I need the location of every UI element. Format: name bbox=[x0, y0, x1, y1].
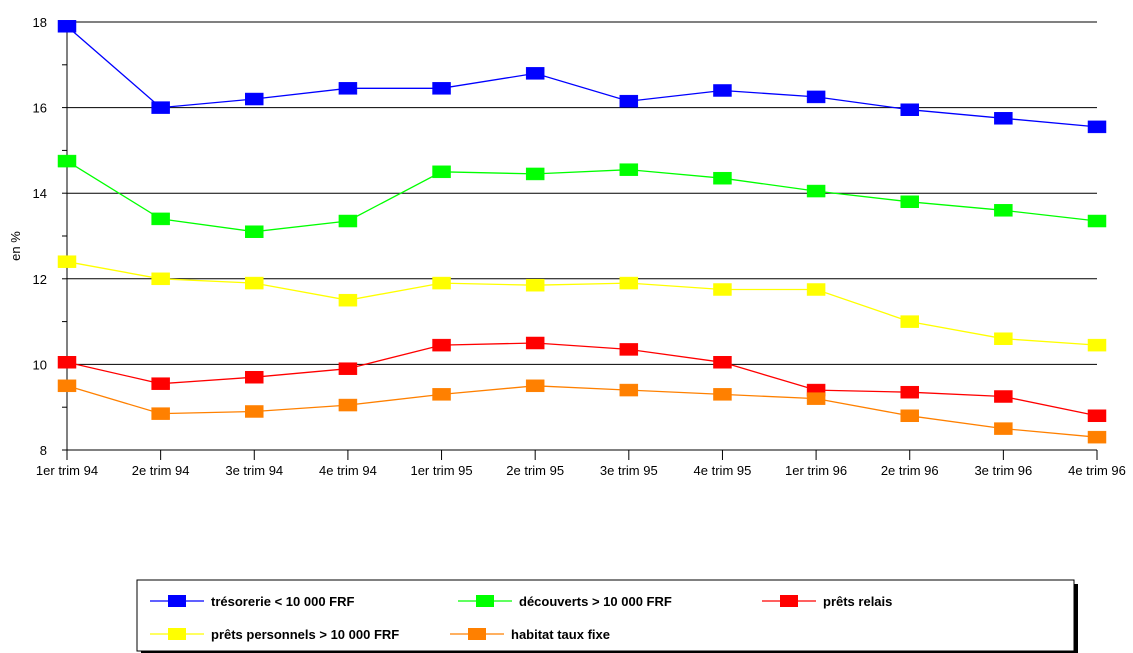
x-tick-label: 3e trim 96 bbox=[974, 463, 1032, 478]
x-tick-label: 3e trim 94 bbox=[225, 463, 283, 478]
data-point bbox=[338, 398, 358, 412]
gridlines bbox=[67, 21, 1097, 451]
data-point bbox=[338, 82, 358, 95]
series-group bbox=[57, 20, 1107, 444]
legend-marker bbox=[476, 595, 494, 607]
x-tick-label: 2e trim 95 bbox=[506, 463, 564, 478]
data-point bbox=[994, 422, 1013, 435]
data-point bbox=[57, 356, 77, 369]
y-tick-label: 14 bbox=[33, 186, 47, 201]
data-point bbox=[994, 204, 1013, 217]
data-point bbox=[619, 343, 639, 356]
y-axis-title: en % bbox=[8, 231, 23, 261]
data-point bbox=[432, 82, 451, 95]
data-point bbox=[151, 407, 170, 420]
data-point bbox=[57, 154, 77, 168]
x-tick-label: 3e trim 95 bbox=[600, 463, 658, 478]
data-point bbox=[900, 315, 919, 328]
data-point bbox=[338, 293, 358, 307]
data-point bbox=[1087, 338, 1107, 352]
data-point bbox=[432, 276, 451, 290]
data-point bbox=[619, 383, 639, 397]
data-point bbox=[525, 379, 545, 393]
data-point bbox=[713, 283, 732, 296]
x-tick-label: 1er trim 96 bbox=[785, 463, 847, 478]
x-tick-label: 4e trim 94 bbox=[319, 463, 377, 478]
data-point bbox=[1087, 430, 1107, 444]
data-point bbox=[713, 388, 732, 401]
data-point bbox=[806, 283, 826, 296]
legend-label: prêts relais bbox=[823, 594, 892, 609]
legend-marker bbox=[168, 628, 186, 640]
data-point bbox=[1087, 120, 1107, 134]
data-point bbox=[245, 92, 264, 106]
y-tick-label: 10 bbox=[33, 357, 47, 372]
data-point bbox=[806, 392, 826, 405]
data-point bbox=[713, 84, 732, 97]
legend-label: prêts personnels > 10 000 FRF bbox=[211, 627, 399, 642]
x-tick-label: 4e trim 96 bbox=[1068, 463, 1126, 478]
data-point bbox=[806, 90, 826, 104]
data-point bbox=[900, 195, 919, 209]
data-point bbox=[338, 214, 358, 228]
data-point bbox=[900, 385, 919, 399]
y-tick-label: 8 bbox=[40, 443, 47, 458]
data-point bbox=[994, 390, 1013, 403]
data-point bbox=[432, 165, 451, 179]
data-point bbox=[900, 103, 919, 116]
data-point bbox=[525, 336, 545, 350]
series-line bbox=[66, 160, 1098, 233]
series-line bbox=[66, 261, 1098, 346]
data-point bbox=[900, 409, 919, 423]
data-point bbox=[994, 112, 1013, 125]
data-point bbox=[151, 272, 170, 286]
x-tick-label: 1er trim 95 bbox=[410, 463, 472, 478]
data-point bbox=[994, 332, 1013, 345]
x-tick-label: 1er trim 94 bbox=[36, 463, 98, 478]
data-point bbox=[57, 255, 77, 268]
data-point bbox=[245, 225, 264, 238]
data-point bbox=[619, 163, 639, 176]
series-line bbox=[66, 385, 1098, 438]
x-tick-label: 2e trim 96 bbox=[881, 463, 939, 478]
axes: 8 10 12 14 16 18 en % 1er trim 94 2e trim 94 3e t… bbox=[8, 15, 1126, 478]
data-point bbox=[619, 276, 639, 290]
data-point bbox=[57, 379, 77, 393]
data-point bbox=[245, 370, 264, 384]
legend-label: découverts > 10 000 FRF bbox=[519, 594, 672, 609]
y-tick-label: 16 bbox=[33, 101, 47, 116]
data-point bbox=[713, 356, 732, 369]
data-point bbox=[713, 171, 732, 185]
data-point bbox=[1087, 409, 1107, 423]
y-tick-label: 18 bbox=[33, 15, 47, 30]
data-point bbox=[151, 101, 170, 114]
legend-marker bbox=[780, 595, 798, 607]
data-point bbox=[525, 67, 545, 80]
data-point bbox=[525, 167, 545, 181]
y-tick-label: 12 bbox=[33, 272, 47, 287]
legend-label: trésorerie < 10 000 FRF bbox=[211, 594, 354, 609]
data-point bbox=[1087, 214, 1107, 228]
legend: trésorerie < 10 000 FRF découverts > 10 0… bbox=[136, 579, 1078, 653]
data-point bbox=[619, 94, 639, 108]
data-point bbox=[151, 212, 170, 226]
data-point bbox=[245, 405, 264, 418]
data-point bbox=[151, 377, 170, 390]
data-point bbox=[57, 20, 77, 33]
data-point bbox=[806, 184, 826, 198]
data-point bbox=[338, 362, 358, 375]
legend-label: habitat taux fixe bbox=[511, 627, 610, 642]
data-point bbox=[245, 276, 264, 290]
data-point bbox=[432, 388, 451, 401]
data-point bbox=[432, 338, 451, 352]
legend-marker bbox=[468, 628, 486, 640]
legend-marker bbox=[168, 595, 186, 607]
series-line bbox=[66, 25, 1098, 128]
x-tick-label: 4e trim 95 bbox=[694, 463, 752, 478]
x-tick-label: 2e trim 94 bbox=[132, 463, 190, 478]
legend-box bbox=[136, 579, 1075, 652]
series-line bbox=[66, 342, 1098, 417]
data-point bbox=[525, 278, 545, 292]
